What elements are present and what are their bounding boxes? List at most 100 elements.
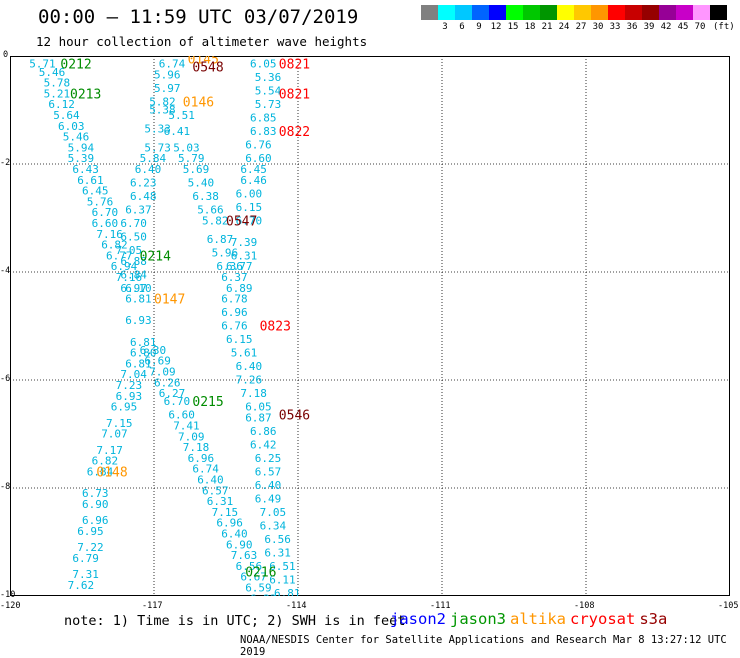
swh-label: 7.18 <box>240 387 267 400</box>
swh-label: 6.30 <box>140 344 167 357</box>
swh-label: 6.37 <box>125 204 152 217</box>
swh-label: 6.96 <box>188 452 215 465</box>
swh-label: 6.82 <box>92 455 119 468</box>
scale-label: 39 <box>643 22 655 32</box>
swh-label: 7.63 <box>231 549 257 562</box>
swh-label: 6.25 <box>255 452 281 465</box>
swh-label: 6.37 <box>221 271 248 284</box>
swh-label: 6.51 <box>269 560 296 573</box>
footer-credit: NOAA/NESDIS Center for Satellite Applica… <box>240 634 727 658</box>
swh-label: 6.34 <box>260 519 287 532</box>
swh-label: 6.40 <box>255 479 281 492</box>
swh-label: 6.60 <box>245 152 272 165</box>
time-label: 0213 <box>70 87 101 102</box>
swh-label: 6.23 <box>130 177 157 190</box>
swh-label: 6.57 <box>202 484 229 497</box>
swh-label: 6.77 <box>226 260 253 273</box>
scale-label: 9 <box>476 22 482 32</box>
swh-label: 6.94 <box>111 260 138 273</box>
scale-swatch <box>421 5 438 20</box>
legend-item: s3a <box>639 610 668 628</box>
scale-label: 18 <box>524 22 536 32</box>
swh-label: 6.56 <box>236 560 263 573</box>
swh-label: 6.42 <box>250 438 277 451</box>
time-label: 0823 <box>260 320 291 335</box>
scale-unit: (ft) <box>713 22 735 32</box>
swh-label: 5.78 <box>44 77 71 90</box>
swh-label: 6.31 <box>207 495 234 508</box>
scale-label: 36 <box>626 22 638 32</box>
swh-label: 5.51 <box>168 109 195 122</box>
swh-label: 5.46 <box>39 66 66 79</box>
swh-label: 5.96 <box>154 69 181 82</box>
swh-label: 6.31 <box>231 249 257 262</box>
swh-label: 7.18 <box>183 441 210 454</box>
swh-label: 6.49 <box>255 492 281 505</box>
swh-label: 6.90 <box>82 498 109 511</box>
time-label: 0148 <box>96 465 127 480</box>
swh-label: 6.76 <box>245 139 272 152</box>
swh-label: 5.40 <box>188 177 215 190</box>
swh-label: 5.73 <box>255 98 281 111</box>
time-label: 0145 <box>188 56 219 67</box>
swh-label: 6.95 <box>77 525 104 538</box>
swh-label: 7.16 <box>116 271 143 284</box>
swh-label: 6.31 <box>264 546 291 559</box>
swh-label: 5.64 <box>53 109 80 122</box>
swh-label: 7.31 <box>72 568 99 581</box>
swh-label: 6.05 <box>250 58 277 71</box>
swh-label: 6.95 <box>111 401 138 414</box>
scale-swatch <box>676 5 693 20</box>
swh-label: 5.69 <box>183 163 210 176</box>
swh-label: 6.59 <box>245 582 272 595</box>
swh-label: 7.22 <box>77 541 104 554</box>
swh-label: 7.41 <box>173 420 200 433</box>
swh-label: 6.57 <box>255 465 281 478</box>
swh-label: 6.05 <box>245 401 272 414</box>
swh-label: 6.86 <box>250 425 277 438</box>
scale-label: 24 <box>558 22 570 32</box>
legend-item: jason3 <box>450 610 506 628</box>
swh-label: 5.38 <box>149 104 176 117</box>
swh-label: 5.84 <box>140 152 167 165</box>
swh-label: 7.04 <box>120 368 147 381</box>
swh-label: 6.03 <box>58 120 85 133</box>
swh-label: 5.82 <box>149 96 176 109</box>
swh-label: 6.60 <box>92 217 119 230</box>
swh-label: 5.73 <box>144 141 171 154</box>
swh-label: 6.41 <box>164 125 191 138</box>
y-tick-label: -10 <box>0 590 16 600</box>
y-tick-label: -2 <box>0 158 11 168</box>
swh-label: 6.93 <box>125 314 152 327</box>
scale-label: 21 <box>541 22 553 32</box>
swh-label: 6.84 <box>87 465 114 478</box>
scale-label: 30 <box>592 22 604 32</box>
swh-label: 5.21 <box>44 87 71 100</box>
swh-label: 6.90 <box>226 538 253 551</box>
swh-label: 6.74 <box>159 58 186 71</box>
swh-label: 6.48 <box>130 190 157 203</box>
scale-label: 33 <box>609 22 621 32</box>
swh-label: 6.46 <box>240 174 267 187</box>
swh-label: 7.15 <box>106 417 133 430</box>
note-text: note: 1) Time is in UTC; 2) SWH is in fe… <box>64 613 406 629</box>
satellite-legend: jason2 jason3 altika cryosat s3a <box>390 610 671 628</box>
scale-swatch <box>506 5 523 20</box>
time-label: 0147 <box>154 293 185 308</box>
legend-item: jason2 <box>390 610 446 628</box>
y-tick-label: 0 <box>3 50 9 60</box>
y-tick-label: -4 <box>0 266 11 276</box>
scale-label: 15 <box>507 22 519 32</box>
swh-label: 5.66 <box>197 204 224 217</box>
swh-label: 6.38 <box>192 190 219 203</box>
swh-label: 6.69 <box>144 355 171 368</box>
swh-label: 5.79 <box>178 152 205 165</box>
y-tick-label: -8 <box>0 482 11 492</box>
map-subtitle: 12 hour collection of altimeter wave hei… <box>36 34 368 49</box>
swh-label: 5.97 <box>154 82 181 95</box>
time-label: 0146 <box>183 96 214 111</box>
x-tick-label: -120 <box>0 601 21 611</box>
x-tick-label: -114 <box>286 601 307 611</box>
swh-label: 6.11 <box>269 573 296 586</box>
swh-label: 5.46 <box>63 131 90 144</box>
